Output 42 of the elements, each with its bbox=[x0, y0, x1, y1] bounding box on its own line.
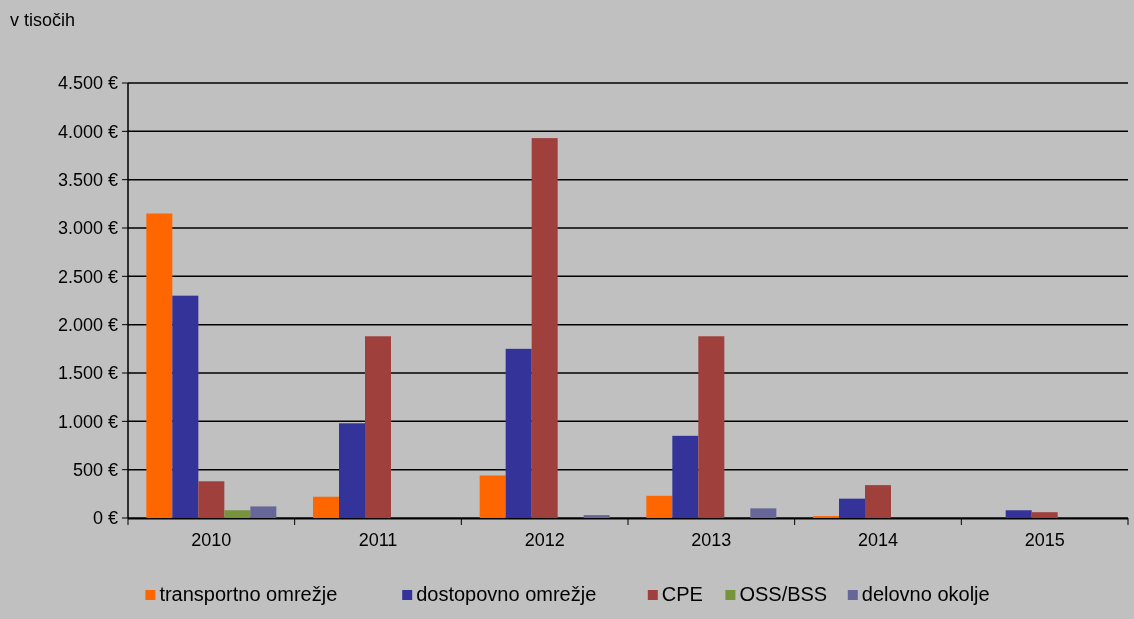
bar bbox=[583, 515, 610, 518]
x-tick-label: 2015 bbox=[1024, 530, 1065, 550]
bar bbox=[313, 496, 339, 518]
bar bbox=[339, 423, 365, 518]
bar bbox=[1005, 510, 1032, 518]
bar bbox=[146, 213, 173, 518]
legend-label: transportno omrežje bbox=[159, 583, 338, 605]
bar bbox=[505, 348, 532, 518]
y-tick-label: 3.500 € bbox=[57, 169, 118, 190]
bar bbox=[750, 508, 777, 518]
y-tick-label: 1.500 € bbox=[57, 363, 118, 384]
legend-label: OSS/BSS bbox=[739, 583, 828, 605]
legend-label: CPE bbox=[661, 583, 703, 605]
y-tick-label: 2.000 € bbox=[57, 314, 118, 335]
y-tick-label: 2.500 € bbox=[57, 266, 118, 287]
bar bbox=[698, 336, 725, 518]
y-tick-label: 4.500 € bbox=[57, 73, 118, 94]
y-tick-label: 500 € bbox=[72, 459, 118, 480]
bar bbox=[672, 435, 699, 518]
bar bbox=[479, 475, 506, 518]
bar bbox=[250, 506, 277, 518]
bar bbox=[365, 336, 391, 518]
x-tick-label: 2011 bbox=[358, 530, 398, 550]
bar bbox=[865, 485, 891, 518]
x-tick-label: 2013 bbox=[691, 530, 732, 550]
x-tick-label: 2010 bbox=[191, 530, 232, 550]
x-tick-label: 2014 bbox=[857, 530, 899, 550]
y-tick-label: 0 € bbox=[92, 508, 118, 529]
y-tick-label: 3.000 € bbox=[57, 218, 118, 239]
bar bbox=[839, 498, 865, 518]
y-tick-label: 1.000 € bbox=[57, 411, 118, 432]
legend-label: delovno okolje bbox=[861, 583, 990, 605]
y-axis-title: v tisočih bbox=[10, 10, 76, 30]
bar bbox=[224, 510, 251, 518]
bar bbox=[531, 138, 558, 518]
legend-label: dostopovno omrežje bbox=[416, 583, 597, 605]
bar bbox=[1031, 512, 1058, 518]
bar bbox=[198, 481, 225, 518]
bar bbox=[172, 295, 199, 518]
y-tick-label: 4.000 € bbox=[57, 121, 118, 142]
bar bbox=[646, 495, 673, 518]
x-tick-label: 2012 bbox=[524, 530, 565, 550]
